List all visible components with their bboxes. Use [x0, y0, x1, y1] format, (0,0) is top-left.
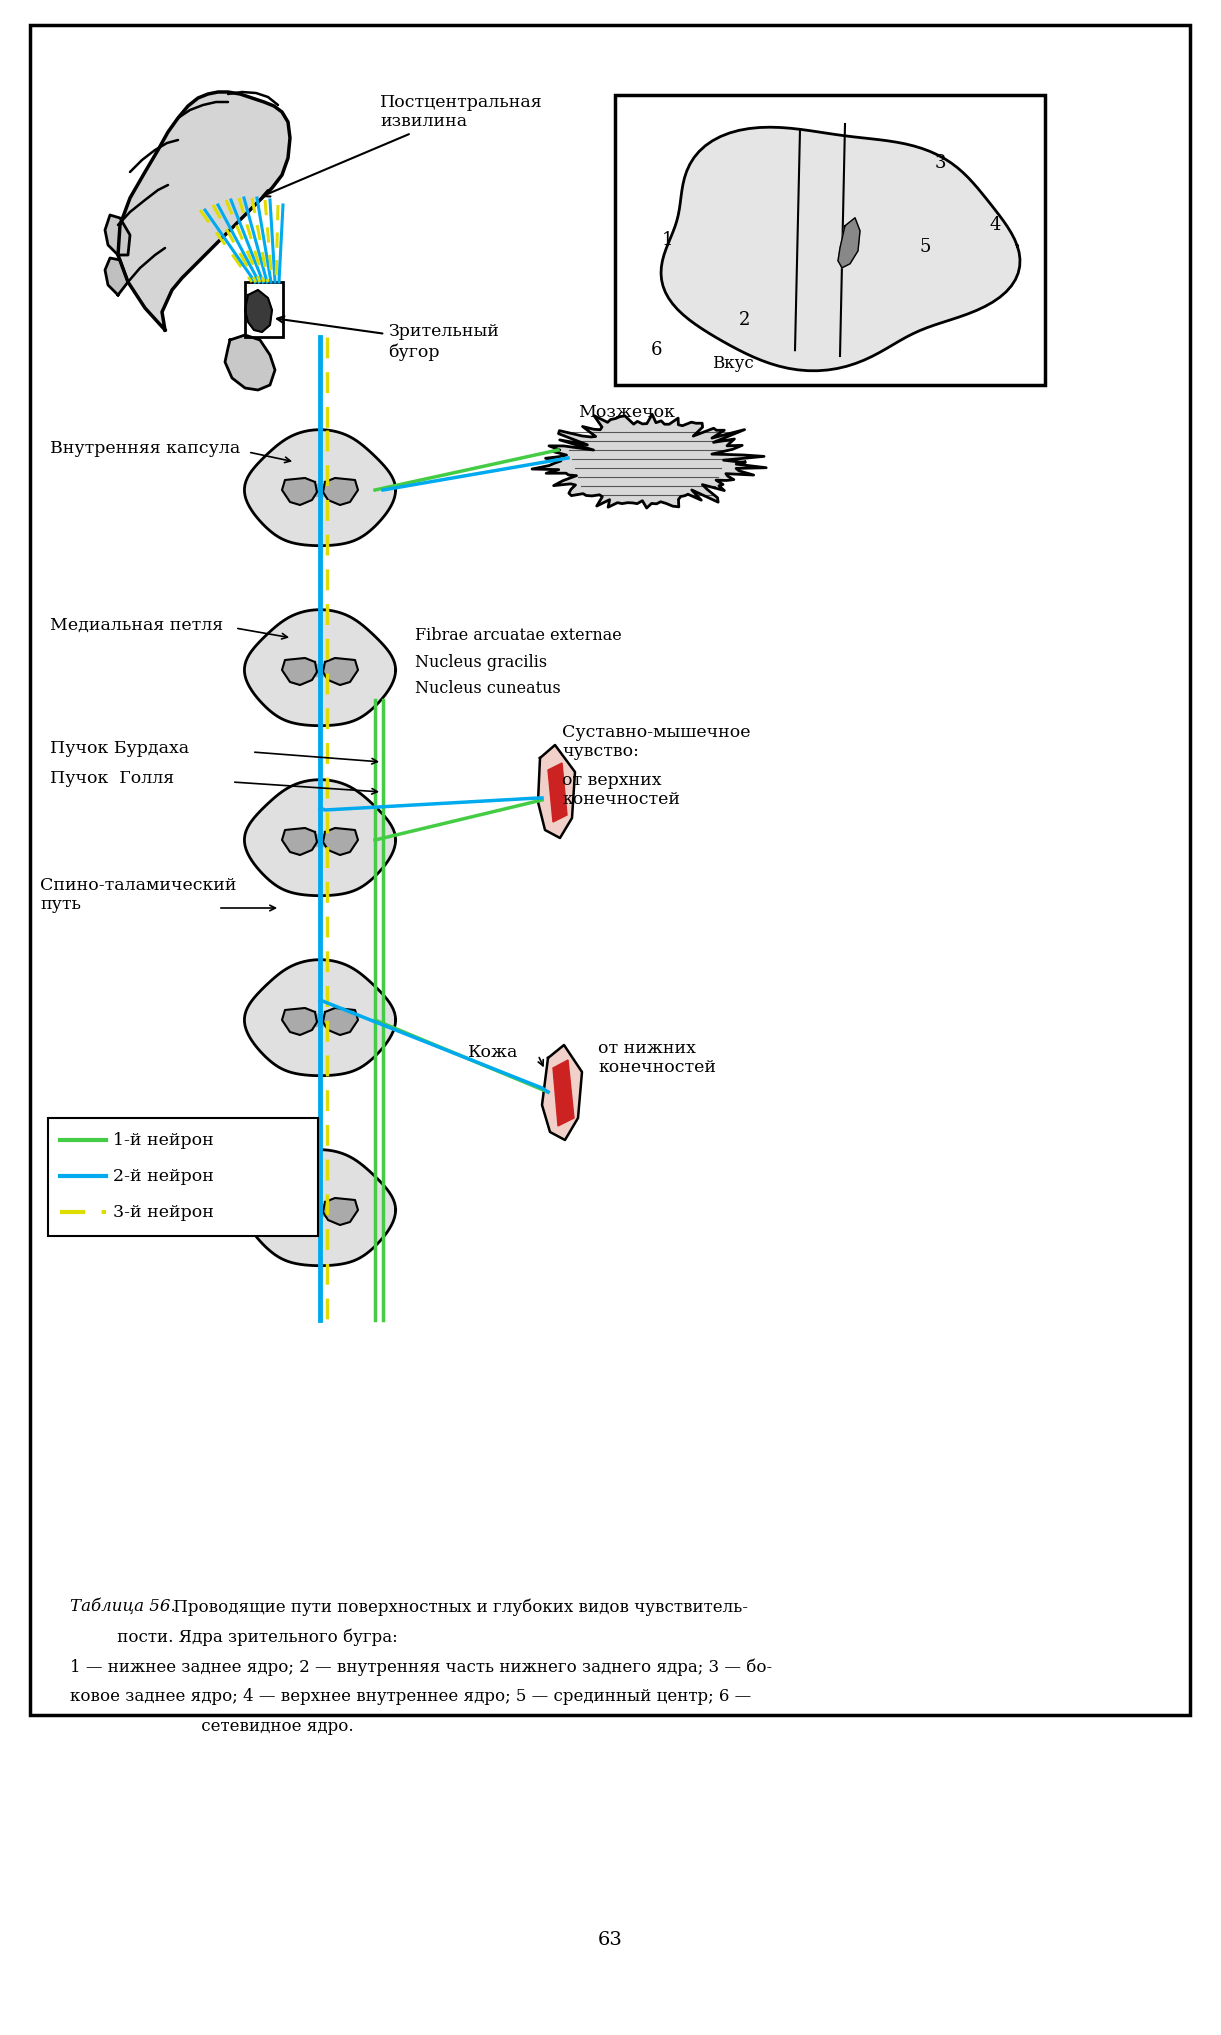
Text: 6: 6 — [651, 342, 663, 358]
Text: Мозжечок: Мозжечок — [578, 403, 675, 421]
Polygon shape — [118, 92, 291, 330]
Polygon shape — [282, 1007, 317, 1036]
Text: Внутренняя капсула: Внутренняя капсула — [50, 440, 241, 456]
Text: Вкус: Вкус — [712, 354, 753, 372]
Text: 2-й нейрон: 2-й нейрон — [114, 1168, 214, 1184]
Text: Суставно-мышечное
чувство:: Суставно-мышечное чувство: — [562, 724, 751, 761]
Polygon shape — [324, 828, 358, 855]
Polygon shape — [538, 745, 575, 838]
Bar — [245, 283, 283, 338]
Polygon shape — [225, 336, 275, 391]
Text: 1 — нижнее заднее ядро; 2 — внутренняя часть нижнего заднего ядра; 3 — бо-: 1 — нижнее заднее ядро; 2 — внутренняя ч… — [70, 1659, 772, 1675]
Polygon shape — [105, 216, 129, 254]
Text: Пучок Бурдаха: Пучок Бурдаха — [50, 739, 189, 757]
Text: 4: 4 — [989, 216, 1001, 234]
Polygon shape — [244, 1150, 396, 1266]
Bar — [48, 1117, 317, 1235]
Text: от нижних
конечностей: от нижних конечностей — [598, 1040, 716, 1077]
Text: от верхних
конечностей: от верхних конечностей — [562, 771, 680, 808]
Polygon shape — [315, 1205, 325, 1217]
Text: Зрительный
бугор: Зрительный бугор — [277, 315, 499, 360]
Polygon shape — [244, 961, 396, 1077]
Polygon shape — [324, 1199, 358, 1225]
Polygon shape — [282, 478, 317, 505]
Polygon shape — [542, 1046, 582, 1140]
Polygon shape — [661, 128, 1020, 370]
Text: ковое заднее ядро; 4 — верхнее внутреннее ядро; 5 — срединный центр; 6 —: ковое заднее ядро; 4 — верхнее внутренне… — [70, 1687, 751, 1705]
Text: 1-й нейрон: 1-й нейрон — [114, 1131, 214, 1148]
Text: Кожа: Кожа — [468, 1044, 519, 1060]
Text: Nucleus gracilis: Nucleus gracilis — [415, 653, 547, 670]
Polygon shape — [324, 657, 358, 686]
Polygon shape — [244, 429, 396, 545]
Text: сетевидное ядро.: сетевидное ядро. — [70, 1718, 354, 1736]
Polygon shape — [548, 763, 567, 822]
Polygon shape — [532, 415, 766, 509]
Polygon shape — [282, 828, 317, 855]
Text: 3-й нейрон: 3-й нейрон — [114, 1203, 214, 1221]
Bar — [615, 96, 1045, 385]
Text: 2: 2 — [739, 311, 751, 330]
Polygon shape — [282, 1199, 317, 1225]
Polygon shape — [244, 610, 396, 726]
Polygon shape — [315, 1013, 325, 1026]
Polygon shape — [315, 484, 325, 497]
Text: пости. Ядра зрительного бугра:: пости. Ядра зрительного бугра: — [70, 1628, 398, 1646]
Text: Постцентральная
извилина: Постцентральная извилина — [263, 94, 542, 197]
Polygon shape — [324, 478, 358, 505]
Text: 5: 5 — [919, 238, 930, 256]
Text: 63: 63 — [597, 1931, 623, 1950]
Polygon shape — [245, 291, 272, 332]
Text: Таблица 56.: Таблица 56. — [70, 1597, 176, 1616]
Bar — [31, 24, 1190, 1716]
Text: Fibrae arcuatae externae: Fibrae arcuatae externae — [415, 627, 621, 643]
Polygon shape — [838, 218, 860, 269]
Text: Пучок  Голля: Пучок Голля — [50, 769, 175, 786]
Polygon shape — [553, 1060, 574, 1125]
Text: 3: 3 — [934, 155, 946, 173]
Text: Nucleus cuneatus: Nucleus cuneatus — [415, 680, 560, 696]
Polygon shape — [105, 258, 128, 295]
Polygon shape — [324, 1007, 358, 1036]
Text: Проводящие пути поверхностных и глубоких видов чувствитель-: Проводящие пути поверхностных и глубоких… — [168, 1597, 748, 1616]
Polygon shape — [315, 663, 325, 676]
Text: 1: 1 — [662, 232, 673, 248]
Polygon shape — [244, 779, 396, 895]
Text: Медиальная петля: Медиальная петля — [50, 617, 223, 633]
Text: Спино-таламический
путь: Спино-таламический путь — [40, 877, 237, 914]
Polygon shape — [282, 657, 317, 686]
Polygon shape — [315, 834, 325, 847]
